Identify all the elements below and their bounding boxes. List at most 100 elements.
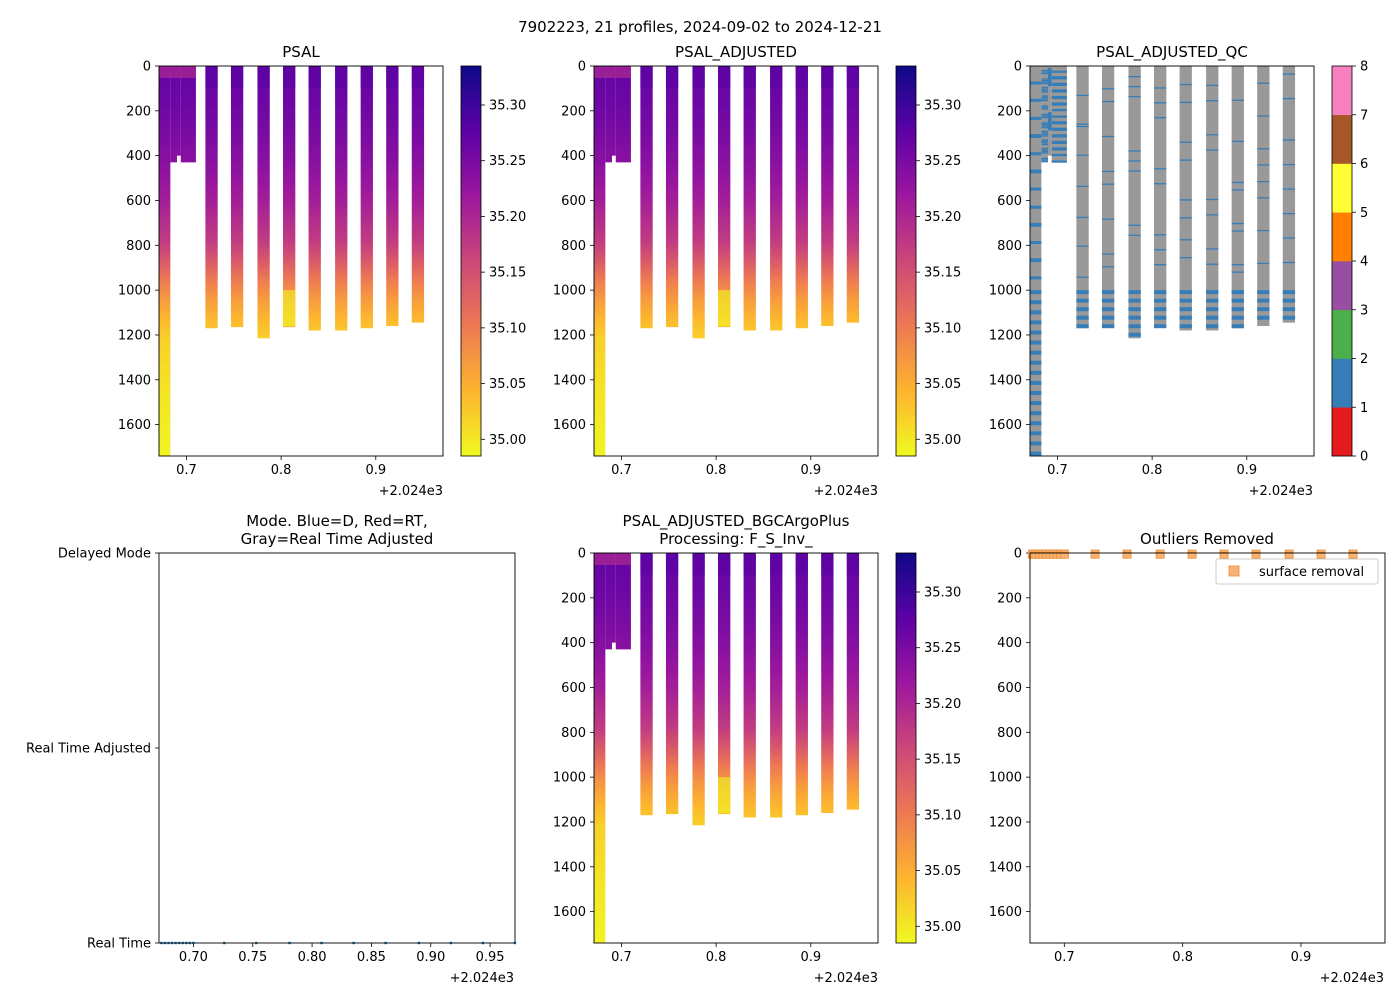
outlier-point — [1348, 551, 1358, 559]
qc-flag-band — [1179, 307, 1192, 312]
qc-flag-line — [1041, 96, 1048, 99]
qc-flag-band — [1257, 298, 1270, 303]
panel-psal-bgc-plot: 0.7 0.8 0.9 0 200 400 600 800 1000 1200 1400 1600 35… — [553, 547, 961, 966]
qc-flag-band — [1030, 300, 1042, 305]
outliers-legend: surface removal — [1215, 558, 1379, 585]
qc-flag-line — [1051, 142, 1067, 145]
qc-flag-line — [1041, 71, 1048, 73]
profile-surface-shade — [180, 66, 196, 78]
qc-flag-line — [1041, 99, 1048, 102]
colorbar-segment — [1332, 358, 1352, 408]
qc-flag-line — [1041, 86, 1048, 89]
y-tick-label: 0 — [143, 60, 151, 75]
qc-flag-line — [1030, 135, 1042, 138]
qc-flag-line — [1051, 127, 1067, 129]
profile-surface-shade — [605, 553, 612, 565]
profile-surface-shade — [411, 66, 425, 88]
profile-column — [846, 553, 860, 810]
colorbar-segment — [1332, 407, 1352, 457]
qc-flag-line — [1030, 206, 1042, 208]
profile-surface-shade — [846, 553, 860, 575]
qc-flag-line — [1179, 239, 1192, 241]
qc-flag-line — [1041, 82, 1048, 85]
qc-flag-line — [1030, 134, 1042, 137]
profile-column — [170, 66, 177, 163]
y-tick-label: Real Time — [87, 937, 151, 952]
qc-flag-line — [1051, 153, 1067, 156]
qc-flag-line — [1041, 113, 1048, 116]
qc-flag-line — [1051, 96, 1067, 99]
qc-flag-line — [1051, 121, 1067, 123]
qc-column — [1047, 66, 1052, 156]
qc-flag-line — [1030, 187, 1042, 189]
qc-flag-line — [1076, 185, 1089, 187]
x-tick-label: 0.7 — [176, 463, 197, 478]
qc-flag-band — [1206, 307, 1219, 312]
profile-column — [743, 553, 756, 818]
qc-flag-line — [1179, 159, 1192, 161]
qc-flag-line — [1030, 223, 1042, 226]
qc-column — [1154, 66, 1167, 328]
qc-flag-band — [1231, 324, 1244, 329]
qc-flag-band — [1179, 324, 1192, 329]
qc-flag-line — [1051, 141, 1067, 144]
qc-flag-line — [1047, 75, 1052, 78]
qc-flag-line — [1128, 96, 1141, 98]
qc-flag-line — [1076, 123, 1089, 125]
qc-flag-line — [1051, 160, 1067, 162]
qc-flag-line — [1051, 78, 1067, 80]
qc-column — [1128, 66, 1141, 339]
qc-flag-line — [1041, 160, 1048, 163]
qc-flag-line — [1051, 76, 1067, 78]
qc-flag-band — [1231, 298, 1244, 303]
profile-surface-shade — [594, 66, 606, 78]
qc-flag-band — [1030, 290, 1042, 295]
qc-flag-band — [1030, 380, 1042, 385]
qc-flag-band — [1030, 431, 1042, 436]
qc-flag-band — [1030, 411, 1042, 416]
qc-flag-line — [1041, 81, 1048, 83]
profile-column — [795, 66, 808, 329]
qc-flag-line — [1041, 142, 1048, 144]
colorbar-tick-label: 35.25 — [489, 154, 526, 169]
profile-surface-shade — [205, 66, 218, 88]
qc-flag-line — [1051, 84, 1067, 86]
panel-outliers-plot: 0.7 0.8 0.9 0 200 400 600 800 1000 1200 1400 1600 — [989, 547, 1386, 965]
qc-flag-line — [1030, 242, 1042, 245]
qc-flag-band — [1282, 298, 1296, 303]
outlier-point — [1122, 551, 1132, 559]
y-tick-label: 800 — [561, 726, 586, 741]
colorbar-segment — [1332, 163, 1352, 213]
qc-flag-line — [1030, 99, 1042, 101]
x-tick-label: 0.85 — [357, 950, 386, 965]
qc-flag-band — [1206, 315, 1219, 320]
profile-column — [159, 66, 171, 456]
qc-flag-line — [1206, 198, 1219, 201]
y-tick-label: 400 — [561, 636, 586, 651]
qc-flag-line — [1257, 180, 1270, 183]
qc-flag-band — [1030, 401, 1042, 406]
qc-flag-line — [1047, 128, 1052, 130]
qc-flag-line — [1076, 245, 1089, 247]
profile-column — [640, 553, 653, 816]
qc-flag-line — [1047, 80, 1052, 82]
qc-flag-line — [1047, 71, 1052, 73]
profile-column — [611, 66, 616, 156]
colorbar-tick-label: 35.10 — [924, 321, 961, 336]
qc-flag-line — [1047, 81, 1052, 83]
panel-mode-title-line2: Gray=Real Time Adjusted — [241, 530, 434, 548]
qc-flag-line — [1179, 141, 1192, 143]
y-tick-label: 1000 — [118, 284, 151, 299]
x-tick-label: 0.8 — [1172, 950, 1193, 965]
qc-flag-line — [1030, 169, 1042, 171]
profile-column — [615, 553, 631, 650]
y-tick-label: 400 — [561, 149, 586, 164]
colorbar-frame — [895, 552, 917, 944]
qc-flag-line — [1030, 259, 1042, 262]
y-tick-label: 600 — [561, 681, 586, 696]
qc-flag-line — [1030, 241, 1042, 243]
y-tick-label: 1000 — [553, 284, 586, 299]
qc-flag-band — [1030, 330, 1042, 335]
qc-flag-line — [1047, 74, 1052, 76]
qc-flag-line — [1154, 87, 1167, 89]
